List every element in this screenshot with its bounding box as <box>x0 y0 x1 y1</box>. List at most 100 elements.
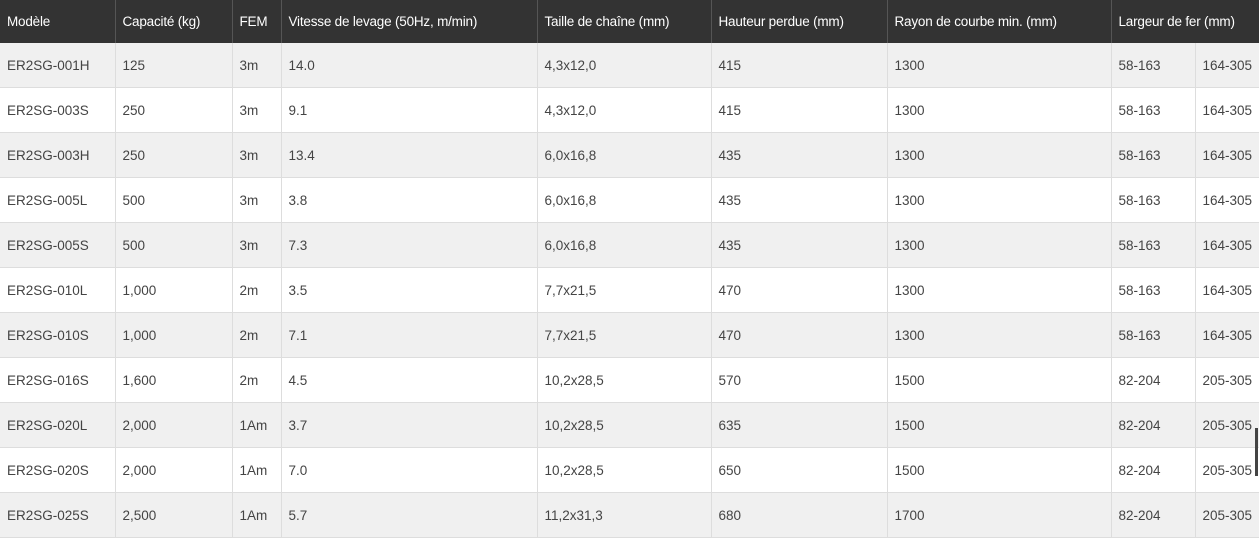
table-cell: 1Am <box>232 447 282 493</box>
header-cell: Largeur de fer (mm) <box>1111 0 1259 43</box>
table-cell: 11,2x31,3 <box>537 492 712 538</box>
table-cell: 164-305 <box>1195 43 1259 88</box>
table-cell: 4.5 <box>281 357 538 403</box>
table-cell: 1,600 <box>115 357 233 403</box>
table-cell: 1300 <box>887 177 1112 223</box>
table-cell: 58-163 <box>1111 312 1196 358</box>
table-cell: ER2SG-003S <box>0 87 116 133</box>
table-cell: 3m <box>232 132 282 178</box>
table-cell: 500 <box>115 177 233 223</box>
table-cell: 82-204 <box>1111 357 1196 403</box>
header-cell: Rayon de courbe min. (mm) <box>887 0 1112 43</box>
table-cell: ER2SG-020L <box>0 402 116 448</box>
table-cell: 1Am <box>232 402 282 448</box>
table-cell: 7.0 <box>281 447 538 493</box>
table-cell: 10,2x28,5 <box>537 447 712 493</box>
table-cell: ER2SG-010L <box>0 267 116 313</box>
table-cell: 1700 <box>887 492 1112 538</box>
table-cell: 3.5 <box>281 267 538 313</box>
table-cell: 164-305 <box>1195 222 1259 268</box>
table-cell: 1300 <box>887 132 1112 178</box>
table-cell: 58-163 <box>1111 177 1196 223</box>
table-cell: 470 <box>711 267 888 313</box>
table-row: ER2SG-010S 1,000 2m 7.1 7,7x21,5 470 1300 58-16… <box>0 312 1259 358</box>
table-cell: 2m <box>232 357 282 403</box>
table-cell: 3.8 <box>281 177 538 223</box>
table-cell: 2,000 <box>115 447 233 493</box>
table-cell: 6,0x16,8 <box>537 132 712 178</box>
table-cell: 1,000 <box>115 312 233 358</box>
table-cell: 3m <box>232 222 282 268</box>
table-cell: 250 <box>115 132 233 178</box>
table-cell: 125 <box>115 43 233 88</box>
table-cell: 164-305 <box>1195 267 1259 313</box>
table-cell: 3m <box>232 177 282 223</box>
table-cell: 250 <box>115 87 233 133</box>
table-cell: 58-163 <box>1111 132 1196 178</box>
table-cell: 6,0x16,8 <box>537 177 712 223</box>
table-cell: 1Am <box>232 492 282 538</box>
table-row: ER2SG-020S 2,000 1Am 7.0 10,2x28,5 650 1500 82-… <box>0 447 1259 493</box>
table-cell: 1300 <box>887 43 1112 88</box>
table-row: ER2SG-001H 125 3m 14.0 4,3x12,0 415 1300 58-163… <box>0 43 1259 88</box>
header-cell: Hauteur perdue (mm) <box>711 0 888 43</box>
table-cell: 415 <box>711 87 888 133</box>
table-cell: 3.7 <box>281 402 538 448</box>
table-cell: 205-305 <box>1195 492 1259 538</box>
table-cell: 4,3x12,0 <box>537 43 712 88</box>
table-cell: 1300 <box>887 267 1112 313</box>
scrollbar[interactable] <box>1255 428 1258 476</box>
table-cell: 164-305 <box>1195 87 1259 133</box>
table-cell: ER2SG-005S <box>0 222 116 268</box>
table-row: ER2SG-016S 1,600 2m 4.5 10,2x28,5 570 1500 82-2… <box>0 357 1259 403</box>
header-cell: Vitesse de levage (50Hz, m/min) <box>281 0 538 43</box>
table-cell: 14.0 <box>281 43 538 88</box>
table-cell: 164-305 <box>1195 312 1259 358</box>
table-row: ER2SG-003S 250 3m 9.1 4,3x12,0 415 1300 58-163 1… <box>0 87 1259 133</box>
table-cell: 5.7 <box>281 492 538 538</box>
table-cell: ER2SG-025S <box>0 492 116 538</box>
table-row: ER2SG-010L 1,000 2m 3.5 7,7x21,5 470 1300 58-16… <box>0 267 1259 313</box>
table-cell: 58-163 <box>1111 267 1196 313</box>
table-cell: 7,7x21,5 <box>537 267 712 313</box>
header-cell: FEM <box>232 0 282 43</box>
table-cell: 82-204 <box>1111 492 1196 538</box>
table-cell: 10,2x28,5 <box>537 357 712 403</box>
table-cell: 3m <box>232 87 282 133</box>
header-row: Modèle Capacité (kg) FEM Vitesse de levage … <box>0 0 1259 43</box>
table-cell: 1500 <box>887 402 1112 448</box>
table-cell: 1300 <box>887 87 1112 133</box>
table-row: ER2SG-005S 500 3m 7.3 6,0x16,8 435 1300 58-163 1… <box>0 222 1259 268</box>
table-cell: 2,500 <box>115 492 233 538</box>
table-cell: 13.4 <box>281 132 538 178</box>
table-cell: 1500 <box>887 357 1112 403</box>
header-cell: Modèle <box>0 0 116 43</box>
table-cell: 2,000 <box>115 402 233 448</box>
table-cell: 1,000 <box>115 267 233 313</box>
table-cell: 435 <box>711 222 888 268</box>
table-cell: 500 <box>115 222 233 268</box>
table-cell: ER2SG-020S <box>0 447 116 493</box>
table-cell: 7,7x21,5 <box>537 312 712 358</box>
table-cell: 2m <box>232 267 282 313</box>
table-cell: 58-163 <box>1111 87 1196 133</box>
table-cell: 58-163 <box>1111 222 1196 268</box>
table-cell: 680 <box>711 492 888 538</box>
table-row: ER2SG-005L 500 3m 3.8 6,0x16,8 435 1300 58-163 1… <box>0 177 1259 223</box>
table-row: ER2SG-020L 2,000 1Am 3.7 10,2x28,5 635 1500 82-… <box>0 402 1259 448</box>
table-cell: 635 <box>711 402 888 448</box>
table-row: ER2SG-025S 2,500 1Am 5.7 11,2x31,3 680 1700 82-… <box>0 492 1259 538</box>
table-cell: ER2SG-001H <box>0 43 116 88</box>
table-cell: 7.3 <box>281 222 538 268</box>
table-cell: 1500 <box>887 447 1112 493</box>
table-cell: 164-305 <box>1195 132 1259 178</box>
table-cell: ER2SG-005L <box>0 177 116 223</box>
table-cell: 6,0x16,8 <box>537 222 712 268</box>
table-cell: 4,3x12,0 <box>537 87 712 133</box>
table-cell: 58-163 <box>1111 43 1196 88</box>
table-cell: 650 <box>711 447 888 493</box>
table-cell: 570 <box>711 357 888 403</box>
table-row: ER2SG-003H 250 3m 13.4 6,0x16,8 435 1300 58-163… <box>0 132 1259 178</box>
table-cell: 10,2x28,5 <box>537 402 712 448</box>
